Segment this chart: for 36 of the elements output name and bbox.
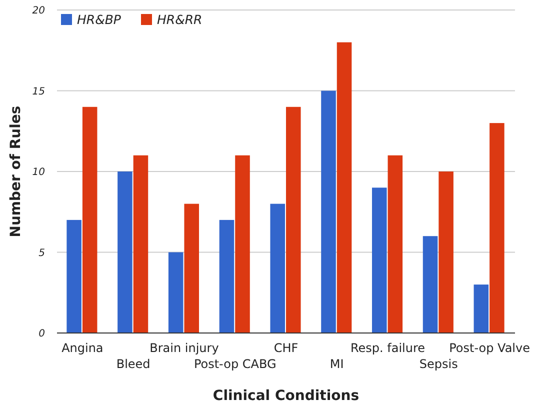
- bar: [219, 220, 234, 333]
- x-tick-label: MI: [330, 357, 344, 371]
- x-tick-label: Angina: [62, 341, 104, 355]
- x-tick-label: Resp. failure: [350, 341, 426, 355]
- x-tick-label: CHF: [274, 341, 298, 355]
- legend-label: HR&RR: [157, 12, 202, 27]
- bar: [372, 188, 387, 333]
- bar: [388, 155, 403, 333]
- bar: [270, 204, 285, 333]
- bar: [168, 252, 184, 333]
- legend-label: HR&BP: [77, 12, 122, 27]
- bar: [235, 155, 250, 333]
- bar: [118, 172, 132, 333]
- y-tick-label: 5: [38, 248, 45, 259]
- bar: [474, 284, 489, 333]
- x-axis-title: Clinical Conditions: [212, 388, 360, 404]
- bar: [82, 106, 98, 333]
- x-tick-label: Bleed: [116, 357, 150, 371]
- bar: [321, 90, 336, 333]
- bar: [422, 236, 438, 333]
- x-tick-label: Post-op Valve: [449, 341, 530, 355]
- bar: [133, 155, 148, 333]
- bar: [490, 123, 504, 333]
- bar: [286, 106, 301, 333]
- bar: [66, 220, 82, 333]
- y-tick-label: 15: [32, 86, 45, 98]
- bar: [438, 172, 454, 333]
- x-tick-label: Sepsis: [419, 357, 458, 371]
- x-tick-label: Post-op CABG: [194, 357, 276, 371]
- y-tick-label: 20: [32, 6, 45, 16]
- y-tick-label: 0: [38, 328, 45, 340]
- y-tick-label: 10: [32, 167, 45, 178]
- y-axis-title: Number of Rules: [8, 106, 24, 238]
- bar: [184, 204, 199, 333]
- bar: [336, 42, 352, 333]
- x-tick-label: Brain injury: [150, 341, 219, 355]
